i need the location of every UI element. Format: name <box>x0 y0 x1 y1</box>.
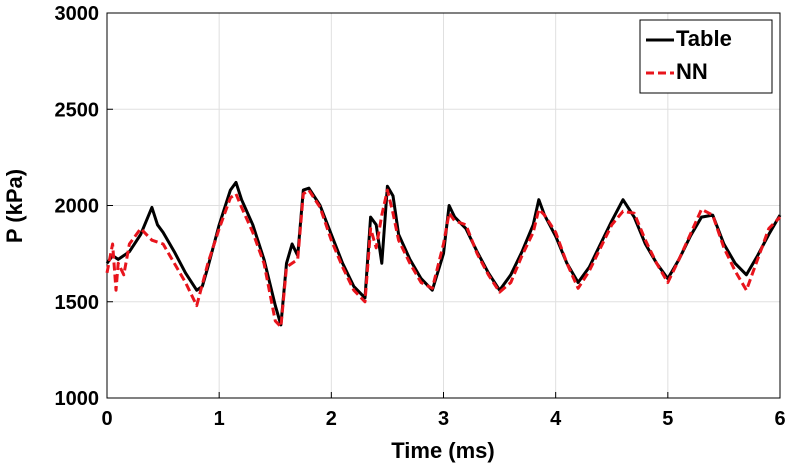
legend-box <box>639 19 773 94</box>
y-axis-label: P (kPa) <box>2 169 27 243</box>
x-tick-label: 4 <box>550 408 562 430</box>
legend-label: Table <box>676 26 732 51</box>
x-tick-label: 6 <box>774 408 785 430</box>
data-line <box>105 188 782 329</box>
y-tick-label: 2500 <box>55 99 100 121</box>
y-tick-label: 2000 <box>55 196 100 218</box>
x-tick-label: 3 <box>438 408 449 430</box>
y-tick-label: 3000 <box>55 3 100 25</box>
legend: Table NN <box>639 19 773 94</box>
x-tick-label: 5 <box>662 408 673 430</box>
x-tick-label: 1 <box>214 408 225 430</box>
x-tick-label: 0 <box>101 408 112 430</box>
legend-label: NN <box>676 59 708 84</box>
x-tick-label: 2 <box>326 408 337 430</box>
plot-frame <box>106 12 781 399</box>
y-tick-label: 1500 <box>55 292 100 314</box>
y-tick-label: 1000 <box>55 388 100 410</box>
x-axis-label: Time (ms) <box>391 438 495 463</box>
